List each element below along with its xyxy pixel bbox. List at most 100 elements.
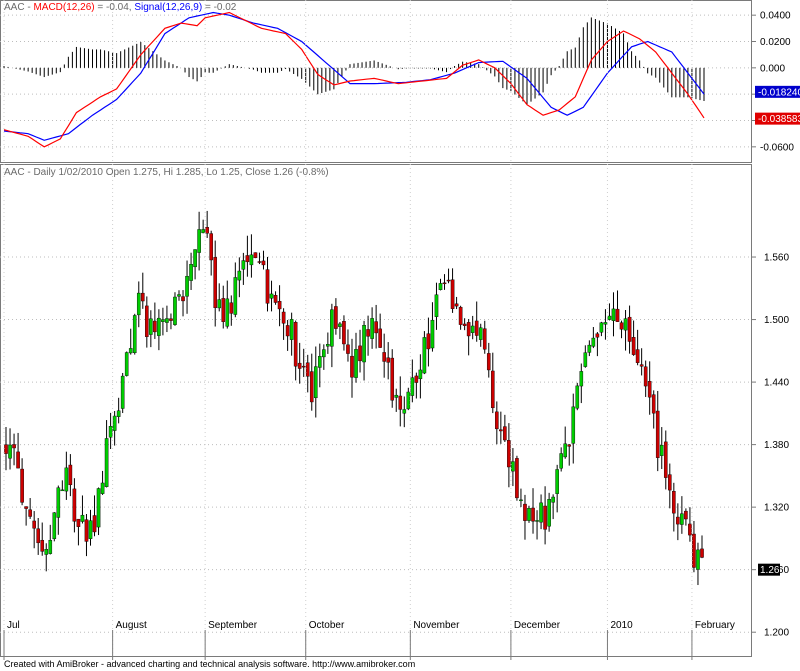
- candle-up: [269, 293, 274, 299]
- candle-down: [462, 323, 467, 326]
- candle-up: [233, 277, 238, 315]
- candle-up: [330, 309, 334, 347]
- candle-down: [181, 296, 185, 302]
- candle-down: [153, 320, 157, 333]
- candle-up: [237, 270, 242, 281]
- candle-up: [410, 377, 415, 396]
- candle-up: [116, 410, 121, 417]
- candle-down: [619, 322, 624, 330]
- month-label: 2010: [610, 620, 633, 631]
- candle-down: [285, 325, 290, 337]
- candle-down: [281, 311, 286, 324]
- candle-down: [643, 366, 648, 387]
- candle-down: [446, 279, 451, 282]
- candle-up: [149, 318, 153, 335]
- candle-up: [193, 249, 197, 268]
- candle-up: [591, 337, 596, 347]
- candle-down: [209, 233, 213, 261]
- candle-down: [358, 345, 362, 362]
- candle-down: [515, 458, 519, 499]
- macd-y-axis: 0.04000.02000.000-0.0200-0.0400-0.0600-0…: [752, 11, 800, 153]
- macd-title-part: MACD(12,26): [33, 2, 94, 13]
- candle-up: [563, 443, 568, 458]
- candle-down: [390, 357, 395, 401]
- candle-up: [197, 229, 201, 253]
- candle-up: [189, 264, 193, 281]
- candle-up: [362, 325, 366, 363]
- candle-down: [631, 337, 636, 355]
- candle-up: [165, 318, 169, 323]
- candle-up: [338, 323, 342, 327]
- candle-down: [374, 321, 378, 334]
- candle-down: [346, 344, 350, 354]
- candle-down: [627, 316, 632, 342]
- candle-down: [700, 548, 704, 558]
- candle-up: [438, 283, 443, 291]
- candle-down: [277, 300, 282, 310]
- macd-gridlines: [0, 14, 752, 148]
- candle-down: [676, 516, 680, 525]
- candle-up: [583, 352, 588, 367]
- candle-down: [257, 261, 262, 263]
- candle-up: [56, 487, 61, 518]
- price-candles: [4, 210, 704, 586]
- candle-down: [265, 269, 270, 304]
- candle-down: [24, 506, 28, 509]
- candle-down: [507, 440, 511, 468]
- candle-up: [579, 371, 584, 387]
- candle-up: [104, 438, 109, 487]
- candle-down: [28, 509, 32, 517]
- macd-title-part: AAC -: [4, 2, 33, 13]
- price-tick-label: 1.500: [764, 315, 789, 326]
- candle-up: [434, 294, 439, 317]
- macd-tick-label: 0.0200: [760, 37, 791, 48]
- candle-up: [680, 513, 684, 525]
- macd-tick-label: 0.000: [760, 63, 785, 74]
- macd-line: [3, 11, 705, 148]
- candle-up: [52, 512, 57, 540]
- candle-down: [273, 295, 278, 303]
- month-label: September: [208, 620, 258, 631]
- last-price-label: 1.26: [760, 565, 780, 576]
- footer-credit: Created with AmiBroker - advanced charti…: [4, 659, 416, 669]
- candle-down: [531, 507, 535, 522]
- candle-down: [668, 474, 672, 491]
- candle-down: [350, 355, 354, 378]
- candle-down: [672, 491, 676, 514]
- candle-down: [595, 333, 600, 338]
- candle-up: [128, 348, 133, 354]
- candle-up: [571, 406, 576, 444]
- macd-title-part: = -0.02: [202, 2, 237, 13]
- candle-down: [12, 444, 16, 449]
- candle-down: [490, 370, 495, 409]
- candle-up: [124, 352, 129, 376]
- candle-down: [205, 227, 209, 234]
- candle-up: [575, 385, 580, 409]
- candle-down: [450, 279, 455, 309]
- price-tick-label: 1.200: [764, 628, 789, 639]
- candle-up: [696, 549, 700, 570]
- macd-tick-label: 0.0400: [760, 11, 791, 22]
- candle-up: [177, 294, 181, 297]
- candle-down: [466, 322, 471, 337]
- candle-down: [334, 306, 338, 329]
- candle-down: [221, 298, 226, 322]
- candle-up: [249, 254, 254, 266]
- candle-up: [559, 453, 563, 469]
- candle-down: [543, 505, 547, 530]
- candle-down: [503, 426, 507, 441]
- candle-down: [301, 365, 306, 368]
- candle-up: [100, 482, 105, 494]
- candle-up: [611, 308, 616, 321]
- price-tick-label: 1.320: [764, 503, 789, 514]
- candle-down: [229, 302, 234, 314]
- candle-up: [136, 292, 141, 316]
- candle-up: [318, 355, 322, 368]
- candle-up: [157, 317, 161, 336]
- candle-up: [535, 520, 539, 522]
- candle-down: [378, 328, 382, 348]
- candle-down: [382, 352, 386, 362]
- macd-histogram: [3, 17, 705, 105]
- candle-down: [442, 282, 447, 285]
